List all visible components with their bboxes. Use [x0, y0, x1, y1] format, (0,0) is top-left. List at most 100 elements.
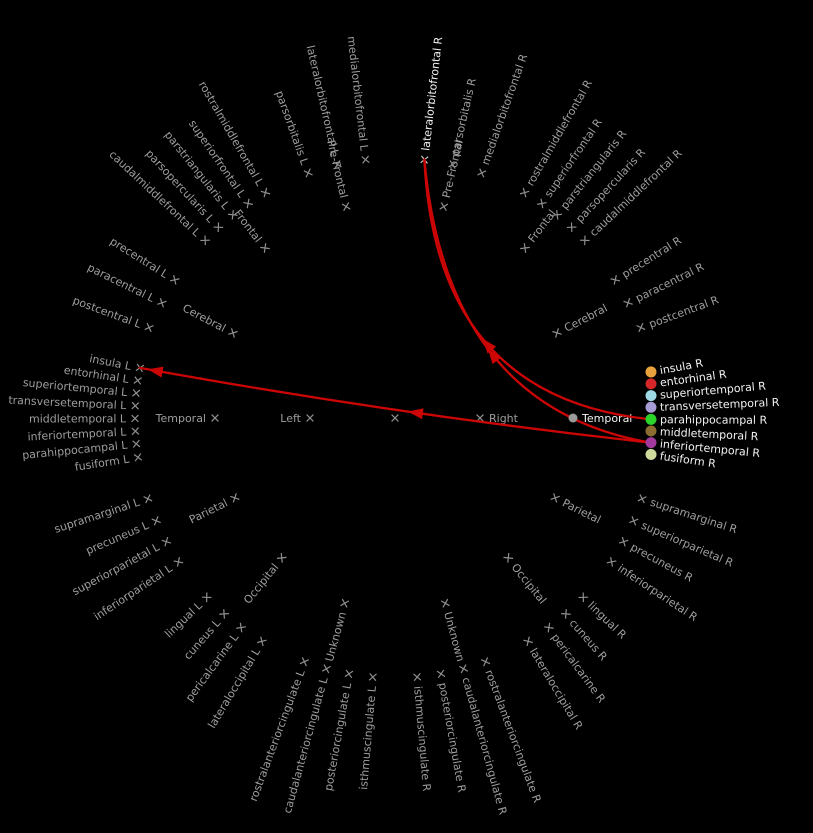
x-marker-icon [230, 493, 240, 503]
node-middletemporal-r[interactable]: middletemporal R [660, 425, 759, 443]
x-marker-icon [552, 328, 562, 338]
x-marker-icon [132, 439, 141, 448]
edge-parahippocampal-r--lateralorbitofrontal-r [423, 158, 653, 421]
node-label: Unknown [323, 610, 349, 663]
node-label: transversetemporal R [660, 396, 780, 414]
node-temporal-r[interactable]: Temporal [581, 412, 632, 425]
node-transversetemporal-r[interactable]: transversetemporal R [660, 396, 780, 414]
node-lateralorbitofrontal-r[interactable]: lateralorbitofrontal R [418, 36, 445, 164]
node-medialorbitofrontal-r[interactable]: medialorbitofrontal R [475, 52, 530, 178]
x-marker-icon [201, 592, 212, 603]
x-marker-icon [260, 243, 270, 253]
node-inferiorparietal-l[interactable]: inferiorparietal L [91, 555, 185, 623]
node-frontal-l[interactable]: Frontal [231, 207, 272, 255]
middletemporal-r-dot-icon [645, 425, 657, 437]
node-cerebral-r[interactable]: Cerebral [551, 302, 610, 341]
node-root[interactable] [391, 414, 399, 422]
node-label: posteriorcingulate L [322, 681, 354, 792]
x-marker-icon [440, 598, 450, 608]
parahippocampal-r-dot-icon [645, 413, 657, 425]
x-marker-icon [580, 235, 590, 246]
x-marker-icon [537, 198, 547, 209]
x-marker-icon [236, 622, 246, 633]
node-label: inferiortemporal L [27, 425, 127, 443]
x-marker-icon [561, 609, 571, 619]
node-occipital-l[interactable]: Occipital [241, 551, 289, 606]
transversetemporal-r-dot-icon [645, 401, 657, 413]
node-label: parsorbitalis R [449, 77, 479, 158]
x-marker-icon [169, 275, 180, 285]
x-marker-icon [413, 672, 422, 682]
x-marker-icon [133, 453, 143, 462]
x-marker-icon [637, 494, 647, 504]
node-cerebral-l[interactable]: Cerebral [180, 302, 238, 341]
node-parahippocampal-r[interactable]: parahippocampal R [660, 413, 768, 427]
x-marker-icon [321, 664, 331, 674]
x-marker-icon [368, 672, 377, 682]
x-marker-icon [303, 168, 313, 178]
node-lateraloccipital-r[interactable]: lateraloccipital R [521, 635, 586, 732]
node-occipital-r[interactable]: Occipital [501, 551, 549, 606]
node-label: middletemporal R [660, 425, 759, 443]
node-parietal-r[interactable]: Parietal [549, 491, 603, 527]
node-inferiorparietal-r[interactable]: inferiorparietal R [605, 555, 700, 624]
x-marker-icon [243, 198, 253, 209]
node-middletemporal-l[interactable]: middletemporal L [29, 412, 139, 425]
superiortemporal-r-dot [645, 390, 657, 402]
x-marker-icon [306, 414, 314, 422]
x-marker-icon [448, 160, 457, 169]
node-medialorbitofrontal-l[interactable]: medialorbitofrontal L [345, 36, 372, 164]
x-marker-icon [520, 243, 530, 253]
x-marker-icon [544, 622, 554, 633]
node-label: Frontal [231, 207, 264, 245]
x-marker-icon [132, 388, 141, 398]
node-lateralorbitofrontal-l[interactable]: lateralorbitofrontal L [304, 44, 344, 169]
node-parsorbitalis-l[interactable]: parsorbitalis L [273, 89, 315, 178]
edge-arrowhead-icon [487, 348, 502, 365]
node-unknown-l[interactable]: Unknown [323, 598, 352, 663]
x-marker-icon [340, 598, 350, 608]
node-frontal-r[interactable]: Frontal [518, 207, 559, 255]
node-unknown-r[interactable]: Unknown [438, 598, 467, 663]
node-temporal-l[interactable]: Temporal [155, 412, 219, 425]
x-marker-icon [623, 298, 633, 308]
node-transversetemporal-l[interactable]: transversetemporal L [8, 394, 140, 413]
node-left[interactable]: Left [280, 412, 314, 425]
node-label: Frontal [526, 207, 559, 245]
x-marker-icon [157, 298, 167, 308]
node-label: medialorbitofrontal L [345, 36, 371, 153]
node-label: lateralorbitofrontal L [304, 44, 342, 158]
node-isthmuscingulate-l[interactable]: isthmuscingulate L [357, 672, 380, 790]
x-marker-icon [341, 202, 351, 211]
node-label: Parietal [560, 496, 603, 526]
edge-arrowhead-icon [407, 408, 424, 420]
x-marker-icon [131, 401, 140, 410]
x-marker-icon [131, 427, 140, 436]
node-inferiortemporal-l[interactable]: inferiortemporal L [27, 425, 140, 444]
insula-r-dot-icon [645, 366, 657, 378]
node-label: Left [280, 412, 301, 425]
fusiform-r-dot-icon [645, 448, 657, 460]
edge-inferiortemporal-r--insula-l [138, 366, 653, 444]
node-label: medialorbitofrontal R [479, 52, 530, 167]
x-marker-icon [173, 557, 184, 567]
x-marker-icon [200, 235, 210, 246]
inferiortemporal-r-dot-icon [645, 437, 657, 449]
entorhinal-r-dot-icon [645, 378, 657, 390]
x-marker-icon [344, 669, 354, 679]
node-label: postcentral L [71, 294, 144, 331]
entorhinal-r-dot [645, 378, 657, 390]
x-marker-icon [459, 664, 469, 674]
x-marker-icon [550, 493, 560, 503]
x-marker-icon [144, 322, 154, 333]
node-lateraloccipital-l[interactable]: lateraloccipital L [205, 635, 269, 731]
edge-arrowhead-icon [147, 366, 164, 378]
x-marker-icon [610, 275, 621, 285]
node-parietal-l[interactable]: Parietal [187, 491, 241, 527]
edge-arrowhead-icon [482, 338, 497, 354]
node-isthmuscingulate-r[interactable]: isthmuscingulate R [410, 672, 433, 792]
insula-r-dot [645, 366, 657, 378]
node-label: parahippocampal R [660, 413, 768, 427]
transversetemporal-r-dot [645, 401, 657, 413]
